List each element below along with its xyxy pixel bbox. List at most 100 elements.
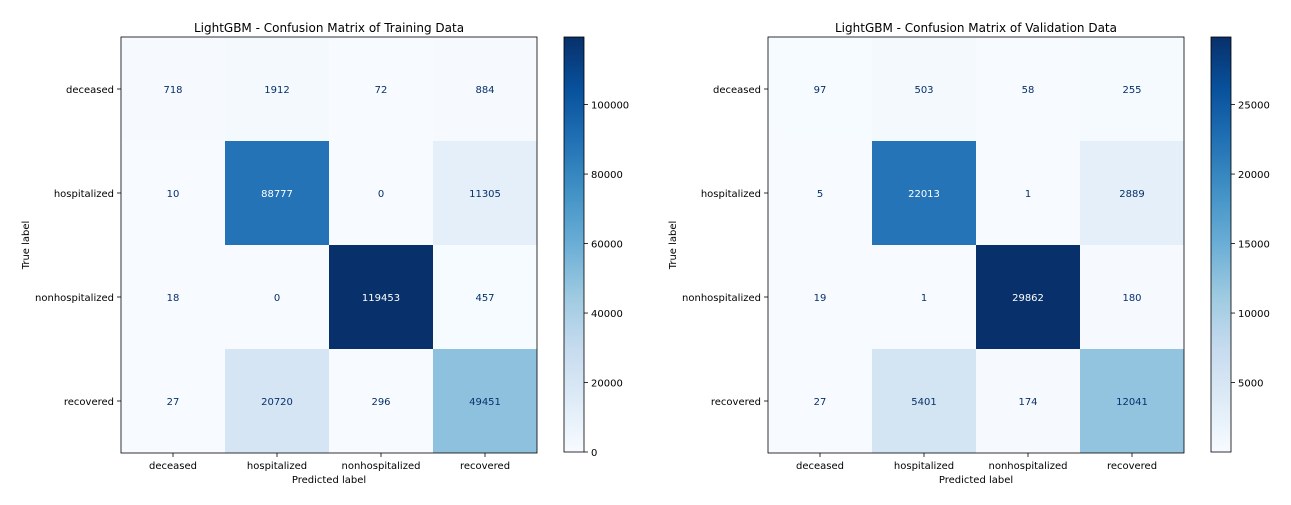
y-tick-label: nonhospitalized <box>682 293 761 304</box>
colorbar-tick-label: 20000 <box>591 379 623 390</box>
x-tick-label: deceased <box>796 461 844 472</box>
y-axis-label: True label <box>21 221 32 271</box>
matrix-cell <box>225 37 329 141</box>
cell-value-label: 0 <box>378 189 384 200</box>
x-tick-label: recovered <box>1107 461 1157 472</box>
cell-value-label: 97 <box>814 85 827 96</box>
cell-value-label: 88777 <box>261 189 293 200</box>
y-tick-label: hospitalized <box>701 189 761 200</box>
x-tick-label: nonhospitalized <box>989 461 1068 472</box>
cell-value-label: 19 <box>814 293 827 304</box>
colorbar-tick-label: 100000 <box>591 101 629 112</box>
cell-value-label: 503 <box>914 85 933 96</box>
matrix-cell <box>1080 37 1184 141</box>
matrix-cell <box>329 245 433 349</box>
matrix-cell <box>872 37 976 141</box>
cell-value-label: 174 <box>1018 397 1037 408</box>
cell-value-label: 5401 <box>911 397 936 408</box>
axes-frame <box>120 36 538 454</box>
colorbar-tick-label: 10000 <box>1238 309 1270 320</box>
matrix-cell <box>768 141 872 245</box>
cell-value-label: 1912 <box>264 85 289 96</box>
matrix-cell <box>433 349 537 453</box>
cell-value-label: 72 <box>375 85 388 96</box>
matrix-cell <box>1080 141 1184 245</box>
y-tick-label: recovered <box>64 397 114 408</box>
matrix-cell <box>768 349 872 453</box>
matrix-cell <box>976 141 1080 245</box>
matrix-cell <box>872 141 976 245</box>
matrix-cell <box>872 349 976 453</box>
colorbar-tick-label: 0 <box>591 448 597 459</box>
cell-value-label: 11305 <box>469 189 501 200</box>
matrix-cell <box>433 141 537 245</box>
cell-value-label: 718 <box>163 85 182 96</box>
colorbar-frame <box>563 36 585 453</box>
cell-value-label: 457 <box>475 293 494 304</box>
cell-value-label: 884 <box>475 85 494 96</box>
cell-value-label: 180 <box>1122 293 1141 304</box>
cell-value-label: 22013 <box>908 189 940 200</box>
cell-value-label: 5 <box>817 189 823 200</box>
matrix-cell <box>976 245 1080 349</box>
colorbar-tick-label: 60000 <box>591 240 623 251</box>
colorbar-tick-label: 20000 <box>1238 170 1270 181</box>
x-tick-label: nonhospitalized <box>342 461 421 472</box>
axes-frame <box>767 36 1185 454</box>
x-tick-label: hospitalized <box>247 461 307 472</box>
matrix-cell <box>768 245 872 349</box>
x-axis-label: Predicted label <box>292 475 366 486</box>
matrix-cell <box>225 245 329 349</box>
matrix-cell <box>433 245 537 349</box>
cell-value-label: 119453 <box>362 293 400 304</box>
training-confusion-matrix: LightGBM - Confusion Matrix of Training … <box>21 21 629 486</box>
matrix-cell <box>225 349 329 453</box>
chart-title: LightGBM - Confusion Matrix of Training … <box>194 21 464 35</box>
y-tick-label: deceased <box>713 85 761 96</box>
matrix-cell <box>329 37 433 141</box>
matrix-cell <box>329 141 433 245</box>
colorbar-tick-label: 5000 <box>1238 379 1263 390</box>
cell-value-label: 2889 <box>1119 189 1144 200</box>
matrix-cell <box>121 141 225 245</box>
matrix-cell <box>1080 245 1184 349</box>
y-tick-label: recovered <box>711 397 761 408</box>
y-tick-label: deceased <box>66 85 114 96</box>
colorbar-tick-label: 25000 <box>1238 101 1270 112</box>
cell-value-label: 49451 <box>469 397 501 408</box>
colorbar <box>1211 37 1231 452</box>
cell-value-label: 12041 <box>1116 397 1148 408</box>
colorbar-tick-label: 80000 <box>591 170 623 181</box>
chart-title: LightGBM - Confusion Matrix of Validatio… <box>835 21 1117 35</box>
cell-value-label: 296 <box>371 397 390 408</box>
cell-value-label: 255 <box>1122 85 1141 96</box>
cell-value-label: 20720 <box>261 397 293 408</box>
matrix-cell <box>329 349 433 453</box>
colorbar-tick-label: 15000 <box>1238 240 1270 251</box>
cell-value-label: 29862 <box>1012 293 1044 304</box>
matrix-cell <box>976 349 1080 453</box>
y-axis-label: True label <box>668 221 679 271</box>
x-tick-label: recovered <box>460 461 510 472</box>
x-tick-label: deceased <box>149 461 197 472</box>
matrix-cell <box>121 37 225 141</box>
matrix-cell <box>976 37 1080 141</box>
matrix-cell <box>225 141 329 245</box>
matrix-cell <box>433 37 537 141</box>
cell-value-label: 27 <box>814 397 827 408</box>
cell-value-label: 1 <box>1025 189 1031 200</box>
validation-confusion-matrix: LightGBM - Confusion Matrix of Validatio… <box>668 21 1270 486</box>
cell-value-label: 1 <box>921 293 927 304</box>
cell-value-label: 10 <box>167 189 180 200</box>
x-axis-label: Predicted label <box>939 475 1013 486</box>
matrix-cell <box>121 349 225 453</box>
cell-value-label: 58 <box>1022 85 1035 96</box>
y-tick-label: hospitalized <box>54 189 114 200</box>
cell-value-label: 27 <box>167 397 180 408</box>
colorbar <box>564 37 584 452</box>
matrix-cell <box>872 245 976 349</box>
y-tick-label: nonhospitalized <box>35 293 114 304</box>
matrix-cell <box>1080 349 1184 453</box>
x-tick-label: hospitalized <box>894 461 954 472</box>
